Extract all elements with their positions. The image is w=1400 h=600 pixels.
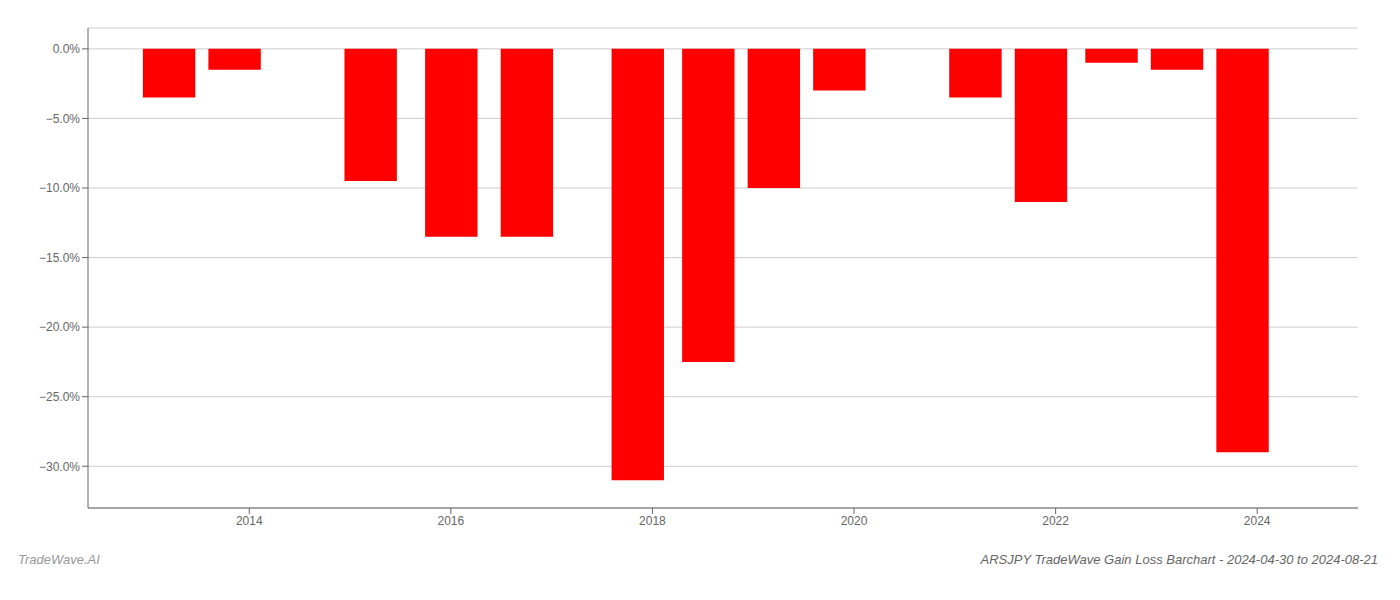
- svg-text:2024: 2024: [1244, 514, 1271, 528]
- svg-text:−30.0%: −30.0%: [39, 460, 80, 474]
- svg-text:0.0%: 0.0%: [53, 42, 81, 56]
- svg-text:2016: 2016: [438, 514, 465, 528]
- svg-text:−5.0%: −5.0%: [46, 112, 81, 126]
- svg-text:−20.0%: −20.0%: [39, 320, 80, 334]
- html-text:ARSJPY TradeWave Gain Loss Bar: ARSJPY TradeWave Gain Loss Barchart - 20…: [980, 552, 1378, 567]
- svg-text:2022: 2022: [1042, 514, 1069, 528]
- svg-text:2014: 2014: [236, 514, 263, 528]
- svg-text:−15.0%: −15.0%: [39, 251, 80, 265]
- svg-text:2018: 2018: [639, 514, 666, 528]
- svg-text:2020: 2020: [841, 514, 868, 528]
- svg-text:−25.0%: −25.0%: [39, 390, 80, 404]
- html-text:TradeWave.AI: TradeWave.AI: [18, 552, 100, 567]
- svg-text:−10.0%: −10.0%: [39, 181, 80, 195]
